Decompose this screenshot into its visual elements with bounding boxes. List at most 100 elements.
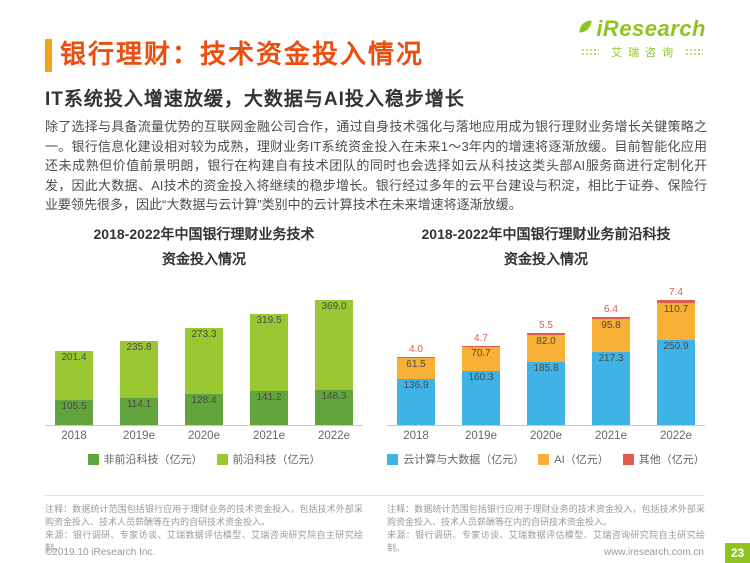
page-number-badge: 23	[725, 543, 750, 563]
bar-value-label: 141.2	[256, 392, 282, 404]
x-tick-label: 2019e	[123, 430, 155, 443]
bar-value-label: 6.4	[604, 304, 618, 316]
bar-segment	[315, 300, 353, 390]
legend-swatch	[87, 453, 99, 465]
bar-value-label: 148.3	[321, 390, 347, 402]
x-tick-label: 2018	[61, 430, 87, 443]
bar-value-label: 185.8	[533, 363, 559, 375]
bar-segment	[462, 345, 500, 348]
footer-website: www.iresearch.com.cn	[603, 547, 704, 558]
bar-segment	[527, 332, 565, 335]
charts-row: 2018-2022年中国银行理财业务技术 资金投入情况 105.5 201.4 11…	[45, 222, 705, 467]
page-title: 银行理财：技术资金投入情况	[60, 39, 425, 69]
bar-segment	[55, 399, 93, 426]
chart-title-line2: 资金投入情况	[504, 251, 588, 268]
legend-swatch	[622, 453, 634, 465]
bar-value-label: 369.0	[321, 301, 347, 313]
chart-legend: 非前沿科技（亿元） 前沿科技（亿元）	[45, 451, 363, 467]
bar-value-label: 4.7	[474, 332, 488, 344]
bar: 160.3 70.7 4.7	[462, 276, 500, 426]
bar: 148.3 369.0	[315, 276, 353, 426]
x-tick-label: 2022e	[318, 430, 350, 443]
bar: 136.9 61.5 4.0	[397, 276, 435, 426]
bar: 141.2 319.5	[250, 276, 288, 426]
bar-value-label: 136.9	[403, 380, 429, 391]
bar: 250.9 110.7 7.4	[657, 276, 695, 426]
bar-value-label: 217.3	[598, 352, 624, 364]
note-source: 来源：银行调研、专家访谈、艾瑞数据评估模型、艾瑞咨询研究院自主研究绘制。	[387, 530, 705, 554]
bar-segment	[120, 397, 158, 426]
bar-value-label: 61.5	[406, 359, 426, 371]
x-tick-label: 2020e	[188, 430, 220, 443]
bar-segment	[250, 391, 288, 426]
bar-segment	[250, 314, 288, 392]
notes-row: 注释：数据统计范围包括银行应用于理财业务的技术资金投入，包括技术外部采购资金投入…	[45, 495, 705, 555]
bar-segment	[315, 389, 353, 426]
logo-brand-text: iResearch	[596, 16, 706, 41]
title-accent-bar	[45, 39, 52, 72]
bar-value-label: 95.8	[601, 320, 621, 332]
iresearch-logo: iResearch 艾瑞咨询	[578, 16, 706, 60]
legend-label: AI（亿元）	[554, 454, 609, 467]
bar-value-label: 250.9	[663, 341, 689, 353]
bar-value-label: 5.5	[539, 319, 553, 331]
legend-label: 非前沿科技（亿元）	[103, 454, 203, 467]
bar-segment	[462, 371, 500, 426]
legend-label: 云计算与大数据（亿元）	[403, 454, 525, 467]
x-axis-labels: 2018 2019e 2020e 2021e 2022e	[45, 430, 363, 442]
note-annotation: 注释：数据统计范围包括银行应用于理财业务的技术资金投入，包括技术外部采购资金投入…	[45, 504, 363, 528]
legend-swatch	[216, 453, 228, 465]
bar-segment	[397, 358, 435, 379]
x-tick-label: 2021e	[595, 430, 627, 443]
page-subtitle: IT系统投入增速放缓，大数据与AI投入稳步增长	[45, 89, 465, 110]
legend-item: 非前沿科技（亿元）	[87, 451, 203, 467]
bar: 114.1 235.8	[120, 276, 158, 426]
bar-value-label: 70.7	[471, 348, 491, 360]
footer-copyright: ©2019.10 iResearch Inc.	[45, 547, 156, 558]
legend-swatch	[538, 453, 550, 465]
chart-tech-investment: 2018-2022年中国银行理财业务技术 资金投入情况 105.5 201.4 11…	[45, 222, 363, 467]
legend-item: 其他（亿元）	[622, 451, 705, 467]
logo-brand-cn: 艾瑞咨询	[611, 47, 680, 59]
bar-value-label: 201.4	[61, 352, 87, 364]
chart-title: 2018-2022年中国银行理财业务技术 资金投入情况	[45, 222, 363, 272]
legend-label: 其他（亿元）	[638, 454, 705, 467]
logo-dots-right	[685, 48, 704, 56]
body-paragraph: 除了选择与具备流量优势的互联网金融公司合作，通过自身技术强化与落地应用成为银行理…	[45, 119, 707, 212]
bar-plot: 105.5 201.4 114.1 235.8 128.4 273.3 141.2 319.5…	[45, 276, 363, 427]
bar-segment	[55, 351, 93, 400]
bar-value-label: 273.3	[191, 329, 217, 341]
bar-segment	[527, 362, 565, 426]
bar-segment	[397, 379, 435, 426]
chart-note-left: 注释：数据统计范围包括银行应用于理财业务的技术资金投入，包括技术外部采购资金投入…	[45, 503, 363, 555]
legend-swatch	[387, 453, 399, 465]
chart-legend: 云计算与大数据（亿元） AI（亿元） 其他（亿元）	[387, 451, 705, 467]
note-source: 来源：银行调研、专家访谈、艾瑞数据评估模型、艾瑞咨询研究院自主研究绘制。	[45, 530, 363, 554]
bar: 217.3 95.8 6.4	[592, 276, 630, 426]
bar-value-label: 4.0	[409, 343, 423, 355]
legend-item: 云计算与大数据（亿元）	[387, 451, 524, 467]
chart-title-line1: 2018-2022年中国银行理财业务前沿科技	[421, 226, 671, 242]
legend-label: 前沿科技（亿元）	[232, 454, 321, 467]
chart-title-line1: 2018-2022年中国银行理财业务技术	[93, 226, 315, 242]
bar-segment	[527, 334, 565, 363]
x-tick-label: 2021e	[253, 430, 285, 443]
bar-segment	[462, 347, 500, 372]
bar-value-label: 319.5	[256, 315, 282, 327]
bar: 128.4 273.3	[185, 276, 223, 426]
chart-title-line2: 资金投入情况	[162, 251, 246, 268]
bar-segment	[397, 356, 435, 359]
chart-note-right: 注释：数据统计范围包括银行应用于理财业务的技术资金投入，包括技术外部采购资金投入…	[387, 503, 705, 555]
x-tick-label: 2020e	[530, 430, 562, 443]
bar-segment	[120, 340, 158, 398]
bar-segment	[185, 328, 223, 395]
bar-segment	[592, 319, 630, 352]
bar-value-label: 82.0	[536, 335, 556, 347]
bar: 105.5 201.4	[55, 276, 93, 426]
x-tick-label: 2018	[403, 430, 429, 443]
bar-segment	[657, 302, 695, 341]
bar-plot: 136.9 61.5 4.0 160.3 70.7 4.7 185.8 82.0 5.5 217.…	[387, 276, 705, 427]
leaf-icon	[579, 20, 592, 32]
bar-value-label: 160.3	[468, 372, 494, 384]
note-annotation: 注释：数据统计范围包括银行应用于理财业务的技术资金投入，包括技术外部采购资金投入…	[387, 504, 705, 528]
